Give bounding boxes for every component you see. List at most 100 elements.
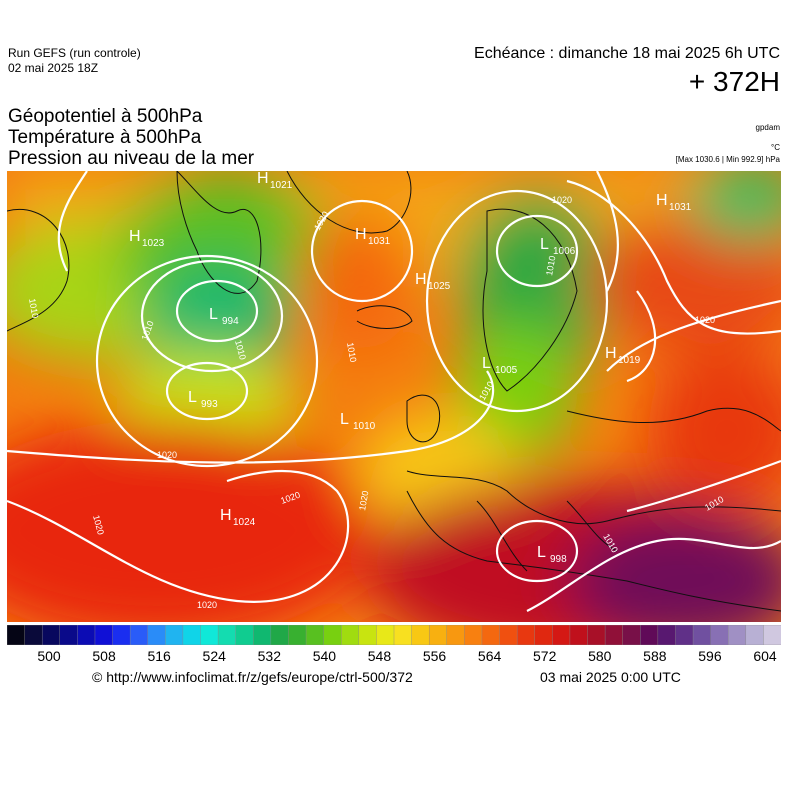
color-scale-tick: 580 <box>588 648 612 664</box>
pressure-center: L <box>209 306 218 323</box>
color-scale-swatch <box>604 625 624 645</box>
max-min-pressure: [Max 1030.6 | Min 992.9] hPa <box>675 155 780 164</box>
color-scale-swatch <box>94 625 114 645</box>
color-scale-swatch <box>710 625 729 645</box>
pressure-center-value: 1024 <box>233 517 256 528</box>
pressure-center-value: 993 <box>201 399 218 410</box>
color-scale-swatch <box>24 625 43 645</box>
pressure-center: H <box>129 228 141 245</box>
color-scale-swatch <box>270 625 290 645</box>
run-name: Run GEFS (run controle) <box>8 46 141 60</box>
color-scale-swatch <box>446 625 465 645</box>
forecast-hour: + 372H <box>688 66 780 97</box>
color-scale-tick: 596 <box>698 648 722 664</box>
color-scale-tick: 516 <box>147 648 171 664</box>
pressure-center-value: 1023 <box>142 238 165 249</box>
pressure-center-value: 1006 <box>553 246 576 257</box>
color-scale-swatch <box>516 625 536 645</box>
pressure-center: L <box>340 411 349 428</box>
color-scale-tick: 564 <box>477 648 502 664</box>
pressure-center-value: 1025 <box>428 281 451 292</box>
pressure-center-value: 1031 <box>368 236 391 247</box>
color-scale-swatch <box>341 625 360 645</box>
pressure-center: L <box>188 389 197 406</box>
pressure-center-value: 1005 <box>495 365 518 376</box>
color-scale-tick: 548 <box>367 648 392 664</box>
unit-celsius: °C <box>771 143 780 152</box>
pressure-center: L <box>537 544 546 561</box>
color-scale-swatch <box>182 625 202 645</box>
color-scale-swatch <box>728 625 747 645</box>
pressure-center-value: 994 <box>222 316 239 327</box>
color-scale-swatch <box>763 625 781 645</box>
pressure-center: L <box>482 355 491 372</box>
color-scale-swatch <box>77 625 96 645</box>
color-scale-swatch <box>569 625 589 645</box>
pressure-center: H <box>355 226 367 243</box>
color-scale-swatch <box>165 625 184 645</box>
color-scale-swatch <box>464 625 483 645</box>
run-date: 02 mai 2025 18Z <box>8 61 99 75</box>
temperature-field <box>7 171 781 622</box>
isobar-label: 1020 <box>695 315 715 325</box>
color-scale-swatch <box>323 625 342 645</box>
isobar-label: 1010 <box>27 298 40 319</box>
color-scale-swatch <box>147 625 166 645</box>
isobar-label: 1020 <box>197 600 217 610</box>
color-scale-swatch <box>253 625 272 645</box>
color-scale-tick: 572 <box>533 648 557 664</box>
title-temperature: Température à 500hPa <box>8 127 202 148</box>
pressure-center-labels: H 1021 H 1023 H 1031 L 1006 H 1031 L 994… <box>129 171 692 565</box>
color-scale-swatch <box>657 625 677 645</box>
color-scale-swatch <box>305 625 325 645</box>
isobar-label: 1010 <box>544 255 557 276</box>
pressure-center-value: 1021 <box>270 180 293 191</box>
color-scale-swatch <box>552 625 571 645</box>
color-scale-swatch <box>411 625 430 645</box>
pressure-center-value: 1019 <box>618 355 641 366</box>
pressure-center: H <box>605 345 617 362</box>
pressure-center: H <box>257 171 269 187</box>
pressure-center-value: 1010 <box>353 421 376 432</box>
color-scale-swatch <box>235 625 254 645</box>
color-scale-swatch <box>112 625 131 645</box>
title-pressure: Pression au niveau de la mer <box>8 148 255 169</box>
color-scale-swatch <box>358 625 378 645</box>
color-scale-swatch <box>288 625 307 645</box>
color-scale-tick: 532 <box>257 648 281 664</box>
color-scale-tick: 508 <box>92 648 116 664</box>
color-scale-swatch <box>393 625 413 645</box>
color-scale-tick: 524 <box>202 648 226 664</box>
color-scale-swatch <box>675 625 694 645</box>
pressure-center: H <box>415 271 427 288</box>
color-scale-swatch <box>499 625 518 645</box>
color-scale-swatch <box>428 625 448 645</box>
weather-map: H 1021 H 1023 H 1031 L 1006 H 1031 L 994… <box>7 171 781 622</box>
color-scale-swatch <box>481 625 501 645</box>
color-scale-swatch <box>640 625 659 645</box>
color-scale-tick: 604 <box>753 648 777 664</box>
color-scale-swatch <box>534 625 553 645</box>
issue-date: 03 mai 2025 0:00 UTC <box>540 669 681 685</box>
color-scale-swatch <box>587 625 606 645</box>
color-scale-tick: 588 <box>643 648 667 664</box>
valid-time: Echéance : dimanche 18 mai 2025 6h UTC <box>474 45 780 62</box>
color-scale-tick: 540 <box>312 648 337 664</box>
unit-gpdam: gpdam <box>755 123 780 132</box>
pressure-center-value: 1031 <box>669 202 692 213</box>
pressure-center: L <box>540 236 549 253</box>
pressure-center-value: 998 <box>550 554 567 565</box>
color-scale-swatch <box>692 625 712 645</box>
isobar-label: 1020 <box>157 450 177 460</box>
pressure-center: H <box>220 507 232 524</box>
title-geopotential: Géopotentiel à 500hPa <box>8 106 203 127</box>
color-scale-bar <box>7 625 781 645</box>
color-scale-swatch <box>217 625 237 645</box>
color-scale-swatch <box>200 625 219 645</box>
isobar-label: 1010 <box>345 342 358 363</box>
color-scale-swatch <box>41 625 61 645</box>
source-url[interactable]: © http://www.infoclimat.fr/z/gefs/europe… <box>92 669 413 685</box>
color-scale-swatch <box>376 625 395 645</box>
color-scale-swatch <box>622 625 641 645</box>
color-scale-swatch <box>129 625 149 645</box>
